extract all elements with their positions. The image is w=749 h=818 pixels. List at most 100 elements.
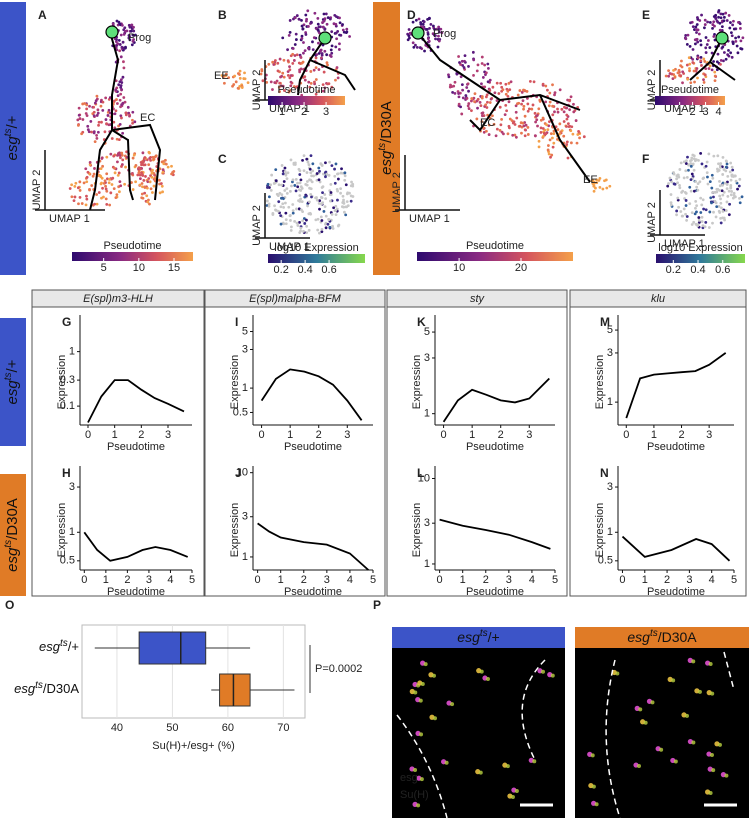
umap-cell: [105, 202, 109, 206]
umap-label: Prog: [433, 28, 456, 40]
x-tick-label: 1: [278, 574, 284, 586]
umap-cell: [295, 207, 298, 211]
umap-cell: [346, 204, 350, 208]
umap-cell: [719, 221, 723, 225]
umap-cell: [292, 85, 296, 88]
umap-cell: [504, 103, 508, 107]
umap-cell: [308, 178, 311, 182]
umap-cell: [224, 72, 228, 76]
umap-cell: [329, 182, 333, 186]
umap-cell: [334, 204, 338, 208]
x-tick-label: 0: [85, 429, 91, 441]
umap-cell: [695, 185, 699, 189]
umap-cell: [259, 72, 263, 76]
umap-cell: [414, 43, 417, 47]
umap-cell: [93, 202, 96, 206]
umap-cell: [270, 173, 274, 177]
umap-cell: [325, 22, 329, 26]
umap-cell: [145, 194, 149, 198]
umap-cell: [696, 16, 699, 19]
umap-cell: [514, 110, 518, 114]
umap-cell: [338, 21, 342, 25]
umap-cell: [343, 174, 347, 178]
umap-cell: [121, 40, 125, 44]
umap-cell: [320, 56, 323, 60]
umap-cell: [298, 173, 302, 176]
umap-cell: [727, 14, 731, 17]
umap-cell: [327, 218, 331, 221]
umap-cell: [243, 77, 247, 81]
umap-cell: [327, 173, 331, 177]
cell: [697, 689, 702, 694]
umap-cell: [714, 17, 718, 20]
cell: [416, 803, 421, 808]
umap-cell: [266, 182, 270, 186]
condition-rest: /D30A: [43, 681, 79, 696]
cell: [717, 742, 722, 747]
umap-cell: [278, 57, 282, 61]
umap-cell: [550, 153, 554, 157]
umap-cell: [601, 187, 605, 191]
umap-cell: [284, 173, 288, 177]
umap-cell: [301, 210, 304, 214]
cell: [419, 777, 424, 782]
umap-cell: [478, 100, 482, 104]
umap-cell: [515, 116, 519, 120]
umap-cell: [101, 186, 104, 190]
umap-cell: [523, 128, 527, 132]
umap-cell: [685, 159, 688, 163]
umap-y-label: UMAP 2: [31, 170, 43, 211]
condition-rest: /+: [68, 639, 79, 654]
umap-cell: [457, 92, 460, 95]
umap-cell: [68, 187, 72, 190]
umap-cell: [453, 80, 457, 84]
umap-cell: [677, 205, 680, 209]
umap-cell: [696, 188, 700, 192]
umap-cell: [114, 40, 118, 44]
umap-cell: [721, 183, 725, 187]
umap-cell: [265, 199, 269, 203]
umap-cell: [85, 197, 89, 201]
umap-cell: [128, 35, 131, 38]
umap-cell: [702, 57, 706, 61]
umap-cell: [687, 56, 691, 60]
umap-cell: [97, 120, 101, 124]
umap-cell: [138, 183, 142, 187]
umap-cell: [110, 137, 114, 140]
umap-cell: [89, 120, 93, 123]
umap-cell: [520, 131, 523, 135]
y-tick-label: 1: [607, 526, 613, 538]
umap-cell: [700, 220, 704, 223]
umap-cell: [423, 49, 426, 53]
umap-cell: [307, 228, 311, 232]
umap-cell: [117, 83, 121, 87]
umap-cell: [293, 163, 297, 166]
umap-cell: [504, 92, 508, 96]
umap-cell: [131, 121, 134, 125]
y-axis-label: Expression: [229, 503, 241, 557]
x-axis-label: Pseudotime: [107, 441, 165, 453]
umap-cell: [294, 189, 298, 193]
umap-cell: [125, 29, 129, 33]
umap-cell: [74, 181, 78, 185]
umap-cell: [551, 83, 554, 87]
umap-cell: [222, 81, 226, 85]
umap-cell: [315, 172, 319, 175]
umap-cell: [548, 100, 552, 104]
umap-cell: [288, 189, 292, 193]
umap-cell: [485, 106, 489, 109]
umap-cell: [138, 173, 142, 177]
umap-cell: [120, 151, 124, 155]
umap-cell: [78, 180, 82, 184]
umap-cell: [704, 36, 708, 39]
umap-cell: [461, 96, 465, 100]
umap-cell: [522, 107, 525, 111]
umap-cell: [118, 180, 122, 184]
umap-cell: [236, 86, 240, 90]
umap-cell: [232, 83, 236, 86]
umap-cell: [537, 139, 541, 143]
umap-cell: [700, 13, 703, 17]
panel-letter: C: [218, 152, 227, 166]
umap-cell: [334, 208, 338, 212]
panel-letter: J: [235, 466, 242, 480]
